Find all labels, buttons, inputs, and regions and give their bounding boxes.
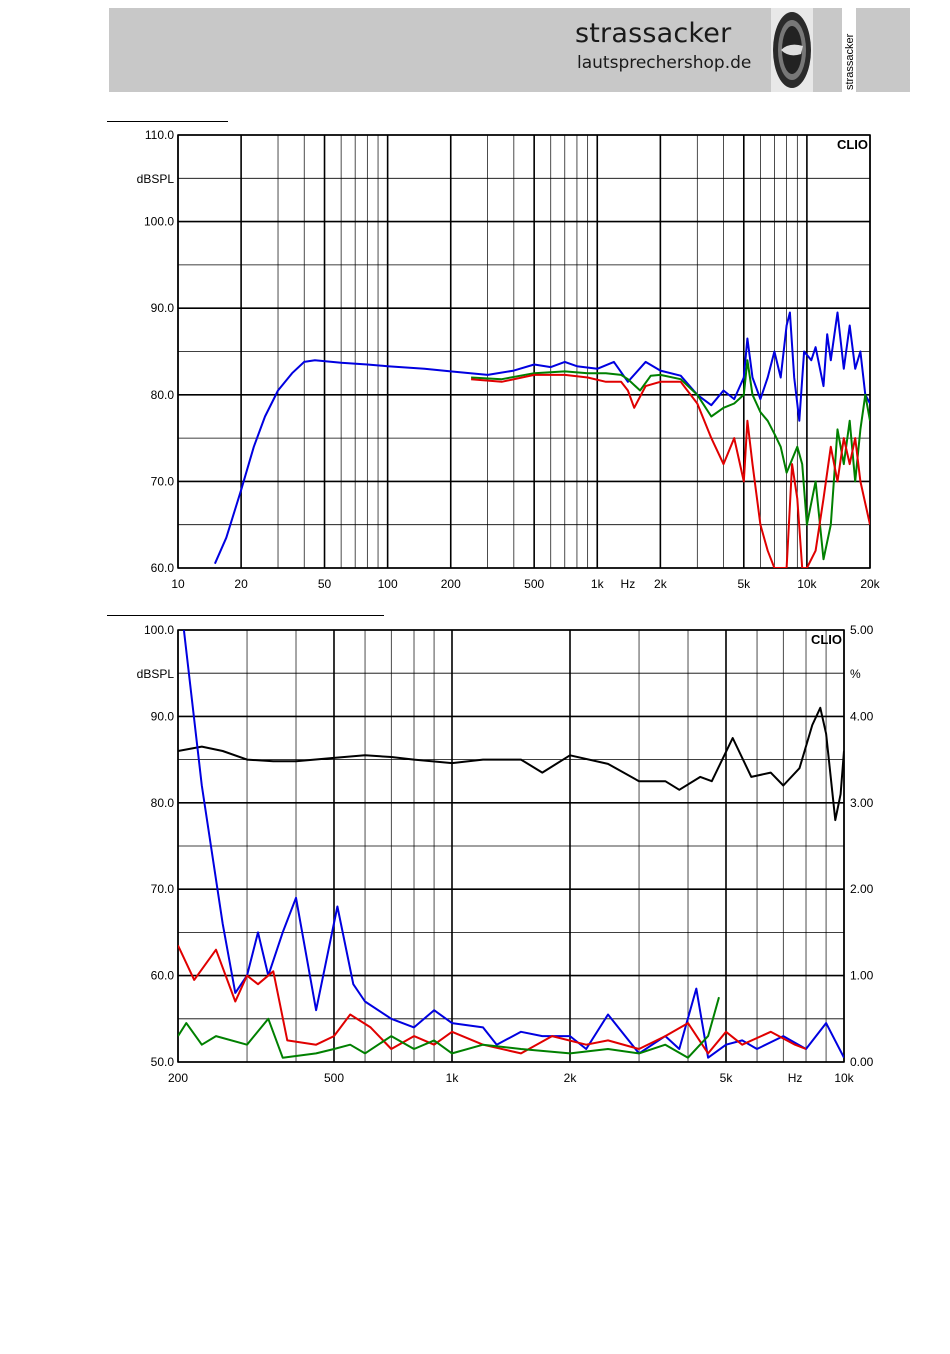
chart0-x-tick-label: 10k: [797, 577, 817, 591]
header-banner: strassacker lautsprechershop.de strassac…: [109, 8, 910, 92]
distortion-chart: 50.0 60.0 70.0 80.0 90.0 100.0 dBSPL 0.00 1.00 2.…: [137, 623, 874, 1085]
chart1-x-axis-label: Hz: [788, 1071, 803, 1085]
chart1-y-tick-label: 100.0: [144, 623, 174, 637]
chart0-series-line-1: [471, 359, 870, 561]
chart1-x-tick-label: 500: [324, 1071, 344, 1085]
chart1-y-tick-label: 50.0: [151, 1055, 175, 1069]
chart0-x-tick-label: 2k: [654, 577, 668, 591]
chart0-x-tick-label: 10: [171, 577, 185, 591]
chart1-series-line-2: [178, 944, 807, 1055]
chart0-x-tick-label: 5k: [737, 577, 751, 591]
chart1-y2-axis-label: %: [850, 667, 861, 681]
chart1-y-tick-label: 80.0: [151, 796, 175, 810]
chart0-series-line-0: [213, 311, 870, 565]
brand-name: strassacker: [575, 18, 732, 49]
chart1-y-tick-label: 90.0: [151, 709, 175, 723]
chart0-x-tick-label: 500: [524, 577, 544, 591]
chart1-y-axis-label: dBSPL: [137, 667, 175, 681]
chart0-watermark: CLIO: [837, 137, 868, 152]
speaker-logo-icon: [771, 8, 813, 92]
logo-vertical-label: strassacker: [844, 33, 856, 90]
chart1-series-line-3: [178, 996, 720, 1059]
chart1-series-line-1: [182, 630, 844, 1059]
chart0-x-tick-label: 200: [441, 577, 461, 591]
chart1-y2-tick-label: 1.00: [850, 969, 874, 983]
chart1-x-tick-label: 1k: [446, 1071, 460, 1085]
chart0-x-tick-label: 20k: [860, 577, 880, 591]
chart0-y-tick-label: 70.0: [151, 474, 175, 488]
chart1-y2-tick-label: 5.00: [850, 623, 874, 637]
chart1-x-tick-label: 200: [168, 1071, 188, 1085]
chart0-y-axis-label: dBSPL: [137, 172, 175, 186]
chart1-watermark: CLIO: [811, 632, 842, 647]
chart0-x-tick-label: 20: [234, 577, 248, 591]
section-rule-1: [107, 121, 228, 122]
chart1-y2-tick-label: 3.00: [850, 796, 874, 810]
chart0-y-tick-label: 90.0: [151, 301, 175, 315]
chart1-y2-tick-label: 0.00: [850, 1055, 874, 1069]
chart0-series-line-2: [471, 373, 870, 568]
chart1-y2-tick-label: 2.00: [850, 882, 874, 896]
chart1-x-tick-label: 10k: [834, 1071, 854, 1085]
chart0-x-tick-label: 100: [378, 577, 398, 591]
chart0-y-tick-label: 100.0: [144, 215, 174, 229]
chart1-y2-tick-label: 4.00: [850, 709, 874, 723]
chart0-x-tick-label: 50: [318, 577, 332, 591]
chart1-x-tick-label: 5k: [720, 1071, 734, 1085]
chart0-y-tick-label: 60.0: [151, 561, 175, 575]
chart0-y-tick-label: 110.0: [145, 128, 174, 142]
chart0-x-axis-label: Hz: [621, 577, 636, 591]
chart1-y-tick-label: 60.0: [151, 969, 175, 983]
brand-url: lautsprechershop.de: [577, 53, 752, 73]
chart0-y-tick-label: 80.0: [151, 388, 175, 402]
chart1-y-tick-label: 70.0: [151, 882, 175, 896]
frequency-response-chart: 60.0 70.0 80.0 90.0 100.0 110.0 dBSPL 10 20 50 100…: [137, 128, 881, 591]
chart1-x-tick-label: 2k: [564, 1071, 578, 1085]
chart0-x-tick-label: 1k: [591, 577, 605, 591]
logo-vertical-text: strassacker: [842, 8, 856, 92]
chart1-series-line-0: [178, 706, 844, 822]
section-rule-2: [107, 615, 384, 616]
